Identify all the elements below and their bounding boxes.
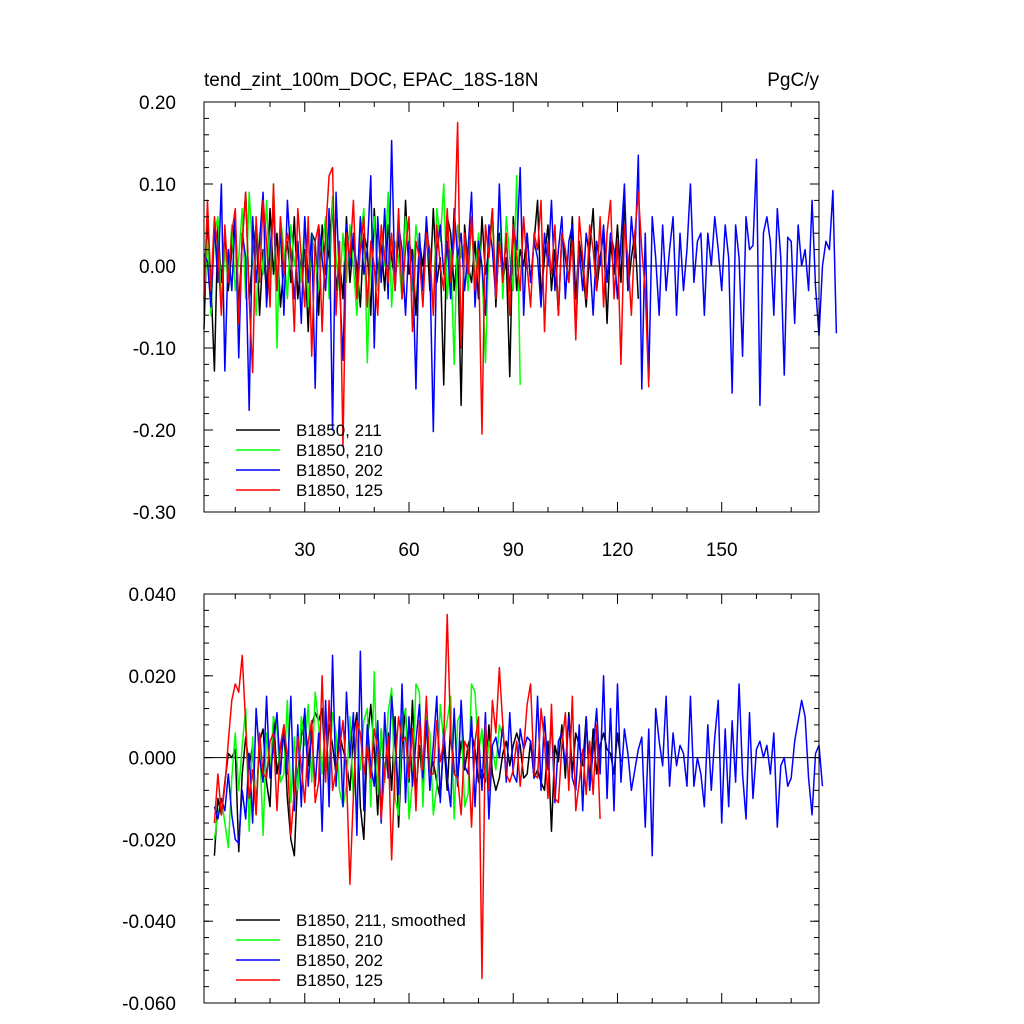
bottom-legend-label-3: B1850, 125 — [296, 971, 383, 990]
bottom-y-tick-label: 0.020 — [128, 667, 176, 688]
top-x-tick-label: 120 — [602, 540, 634, 561]
top-x-tick-label: 60 — [398, 540, 419, 561]
top-x-tick-label: 150 — [706, 540, 738, 561]
bottom-legend-label-2: B1850, 202 — [296, 951, 383, 970]
bottom-y-tick-label: -0.040 — [122, 912, 176, 933]
top-x-tick-label: 30 — [294, 540, 315, 561]
bottom-panel: 0.040 0.020 0.000 -0.020 -0.040 -0.060 B1850, … — [122, 585, 824, 1015]
bottom-y-tick-label: 0.040 — [128, 585, 176, 606]
bottom-series-line-2 — [213, 650, 824, 857]
top-legend-label-3: B1850, 125 — [296, 481, 383, 500]
top-legend-label-1: B1850, 210 — [296, 441, 383, 460]
top-series-line-3 — [203, 121, 650, 448]
top-series-line-1 — [203, 175, 521, 385]
top-chart-title: tend_zint_100m_DOC, EPAC_18S-18N — [204, 70, 538, 91]
bottom-plot-frame — [203, 593, 820, 1004]
bottom-legend-label-0: B1850, 211, smoothed — [296, 911, 466, 930]
top-y-tick-label: 0.00 — [139, 257, 176, 278]
bottom-y-tick-label: -0.060 — [122, 994, 176, 1015]
top-y-tick-label: 0.10 — [139, 175, 176, 196]
top-y-tick-label: -0.30 — [133, 503, 176, 524]
top-plot-frame — [203, 101, 820, 513]
top-x-tick-label: 90 — [503, 540, 524, 561]
top-y-tick-label: -0.20 — [133, 421, 176, 442]
bottom-y-tick-label: 0.000 — [128, 749, 176, 770]
top-chart-units: PgC/y — [767, 70, 819, 91]
top-panel: tend_zint_100m_DOC, EPAC_18S-18N PgC/y 0… — [133, 70, 838, 561]
bottom-legend-label-1: B1850, 210 — [296, 931, 383, 950]
top-y-tick-label: -0.10 — [133, 339, 176, 360]
bottom-series-line-3 — [213, 613, 601, 980]
top-y-tick-label: 0.20 — [139, 93, 176, 114]
top-legend-label-2: B1850, 202 — [296, 461, 383, 480]
top-legend-label-0: B1850, 211 — [296, 421, 382, 440]
bottom-y-tick-label: -0.020 — [122, 830, 176, 851]
